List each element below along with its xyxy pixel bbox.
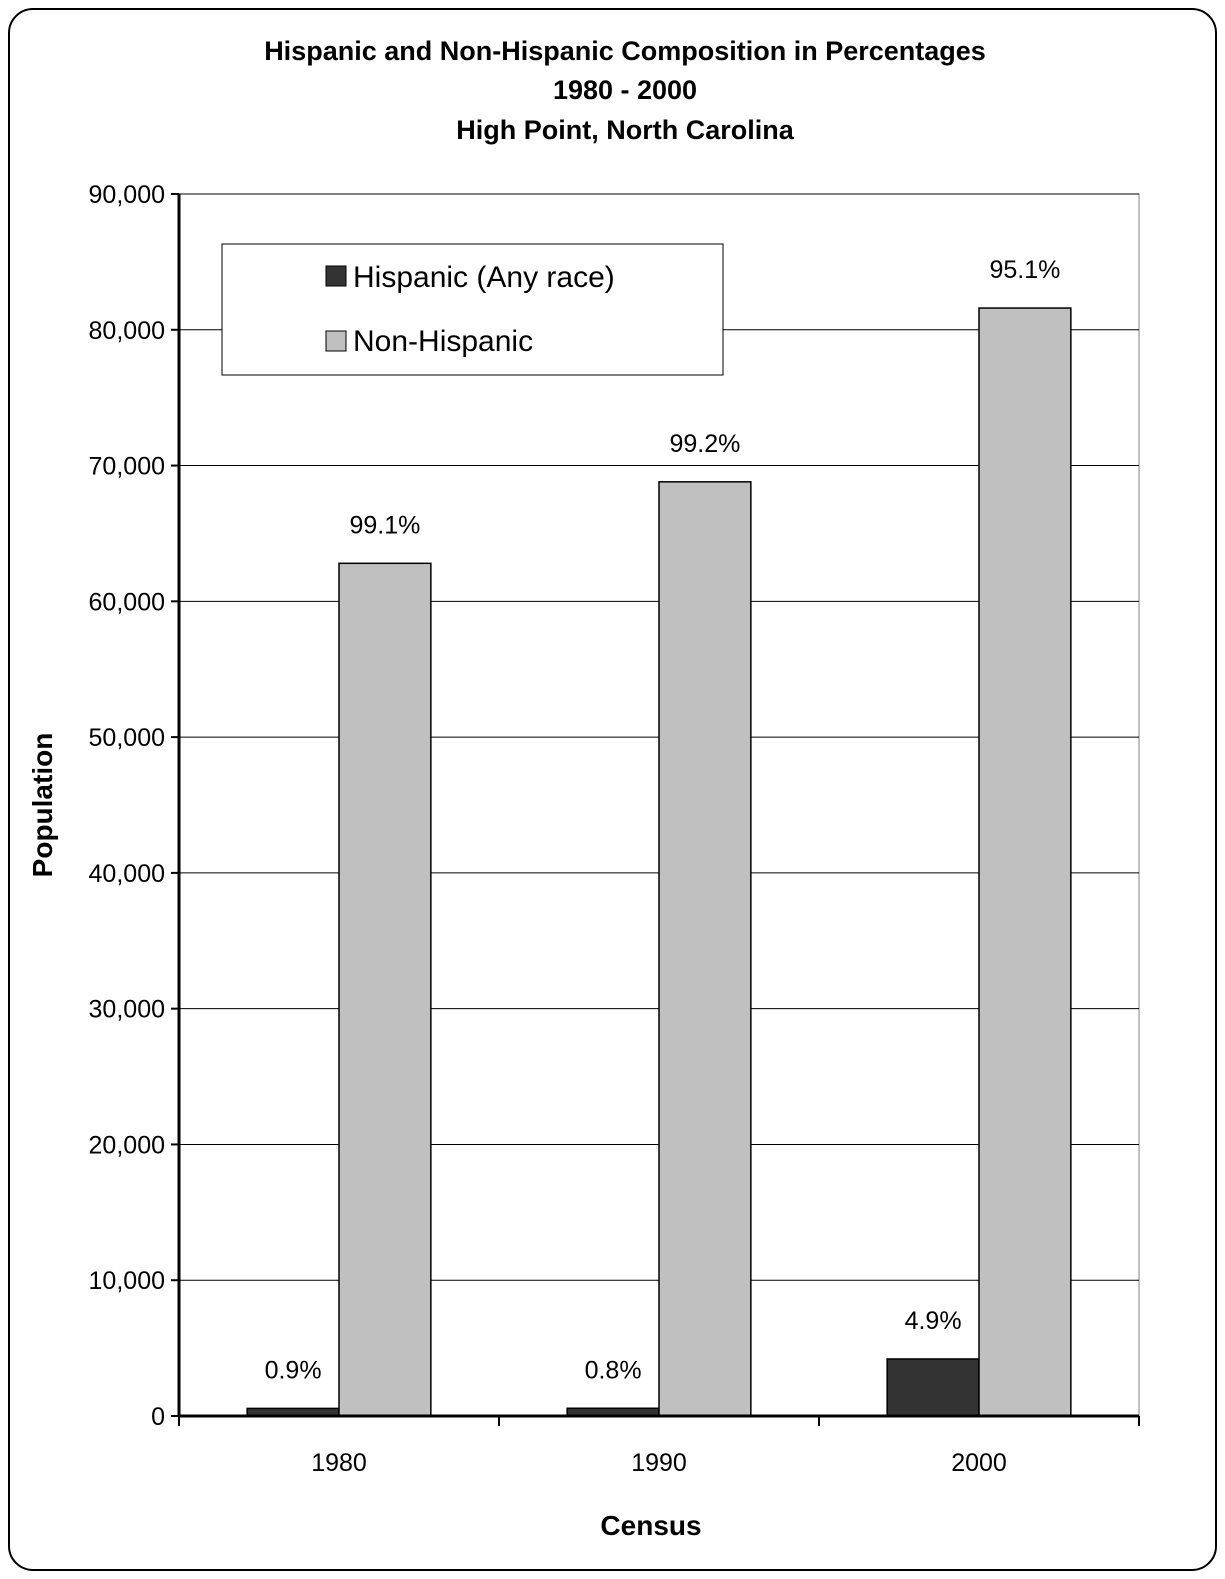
data-label-background [986, 254, 1063, 287]
data-label-non-hispanic-1990: 99.2% [669, 430, 740, 458]
chart-title-line-2: 1980 - 2000 [553, 75, 697, 105]
x-axis-ticks: 1980 1990 2000 [178, 1416, 1140, 1477]
y-tick-label: 80,000 [89, 317, 165, 345]
chart-title-line-1: Hispanic and Non-Hispanic Composition in… [264, 36, 986, 66]
y-tick-label: 40,000 [89, 860, 165, 888]
y-axis-title: Population [27, 733, 58, 878]
bar-non-hispanic-1980 [338, 562, 432, 1417]
data-label-background [346, 509, 423, 542]
y-tick-label: 20,000 [89, 1131, 165, 1159]
data-label-background [895, 1304, 972, 1337]
y-tick-label: 0 [151, 1403, 165, 1431]
legend-label-non-hispanic: Non-Hispanic [353, 325, 533, 358]
data-labels: 0.9% 99.1% 0.8% 99.2% 4.9% 95.1% [255, 254, 1063, 1387]
x-tick-label: 1980 [311, 1449, 367, 1477]
bar-hispanic-any-race-2000 [886, 1358, 980, 1417]
y-tick-label: 50,000 [89, 724, 165, 752]
data-label-background [255, 1354, 332, 1387]
x-tick-label: 1990 [631, 1449, 687, 1477]
y-tick-label: 10,000 [89, 1267, 165, 1295]
data-label-hispanic-any-race-1980: 0.9% [265, 1356, 322, 1384]
y-tick-label: 70,000 [89, 453, 165, 481]
y-tick-label: 90,000 [89, 181, 165, 209]
data-label-background [666, 427, 743, 460]
bar-non-hispanic-2000 [978, 307, 1072, 1417]
y-axis-ticks: 0 10,000 20,000 30,000 40,000 50,000 60,000 70,… [89, 181, 179, 1431]
legend-swatch-non-hispanic [325, 330, 347, 352]
legend: Hispanic (Any race) Non-Hispanic [221, 243, 724, 376]
data-label-non-hispanic-1980: 99.1% [349, 511, 420, 539]
legend-box [221, 243, 724, 376]
data-label-non-hispanic-2000: 95.1% [989, 256, 1060, 284]
x-axis-title: Census [600, 1510, 701, 1541]
legend-label-hispanic: Hispanic (Any race) [353, 261, 615, 294]
y-tick-label: 60,000 [89, 588, 165, 616]
chart-title-line-3: High Point, North Carolina [456, 115, 794, 145]
chart-title: Hispanic and Non-Hispanic Composition in… [264, 36, 986, 145]
x-tick-label: 2000 [951, 1449, 1007, 1477]
legend-swatch-hispanic [325, 265, 347, 287]
data-label-hispanic-any-race-2000: 4.9% [905, 1307, 962, 1335]
y-tick-label: 30,000 [89, 996, 165, 1024]
data-label-hispanic-any-race-1990: 0.8% [585, 1356, 642, 1384]
data-label-background [575, 1354, 652, 1387]
bars [246, 307, 1072, 1417]
bar-non-hispanic-1990 [658, 481, 752, 1417]
